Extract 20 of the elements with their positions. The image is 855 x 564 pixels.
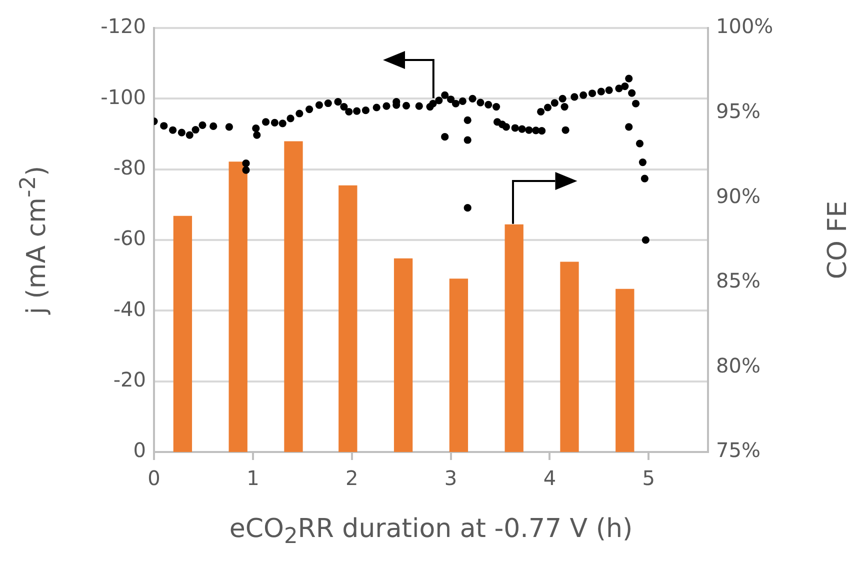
y2-axis-title: CO FE xyxy=(823,200,853,280)
y-tick-label: -100 xyxy=(100,84,146,109)
y2-tick-label: 90% xyxy=(716,184,760,208)
y-tick-label: -120 xyxy=(100,14,146,38)
y2-tick-label: 85% xyxy=(716,268,760,293)
y-tick-label: -60 xyxy=(113,226,146,250)
y2-tick-label: 80% xyxy=(716,353,760,378)
x-tick-label: 3 xyxy=(444,466,458,490)
y2-tick-label: 75% xyxy=(716,438,760,462)
x-tick-label: 5 xyxy=(642,466,656,490)
y-tick-label: -20 xyxy=(113,368,146,392)
y-tick-label: -80 xyxy=(113,156,146,180)
y2-tick-label: 100% xyxy=(716,14,774,38)
y-tick-label: 0 xyxy=(133,438,146,462)
x-tick-label: 1 xyxy=(246,466,260,490)
x-tick-label: 4 xyxy=(543,466,556,490)
y2-tick-label: 95% xyxy=(716,99,760,124)
x-axis-title: eCO$_{2}$RR duration at -0.77 V (h) xyxy=(229,514,633,550)
y-tick-label: -40 xyxy=(113,296,146,321)
x-tick-label: 2 xyxy=(345,466,358,490)
